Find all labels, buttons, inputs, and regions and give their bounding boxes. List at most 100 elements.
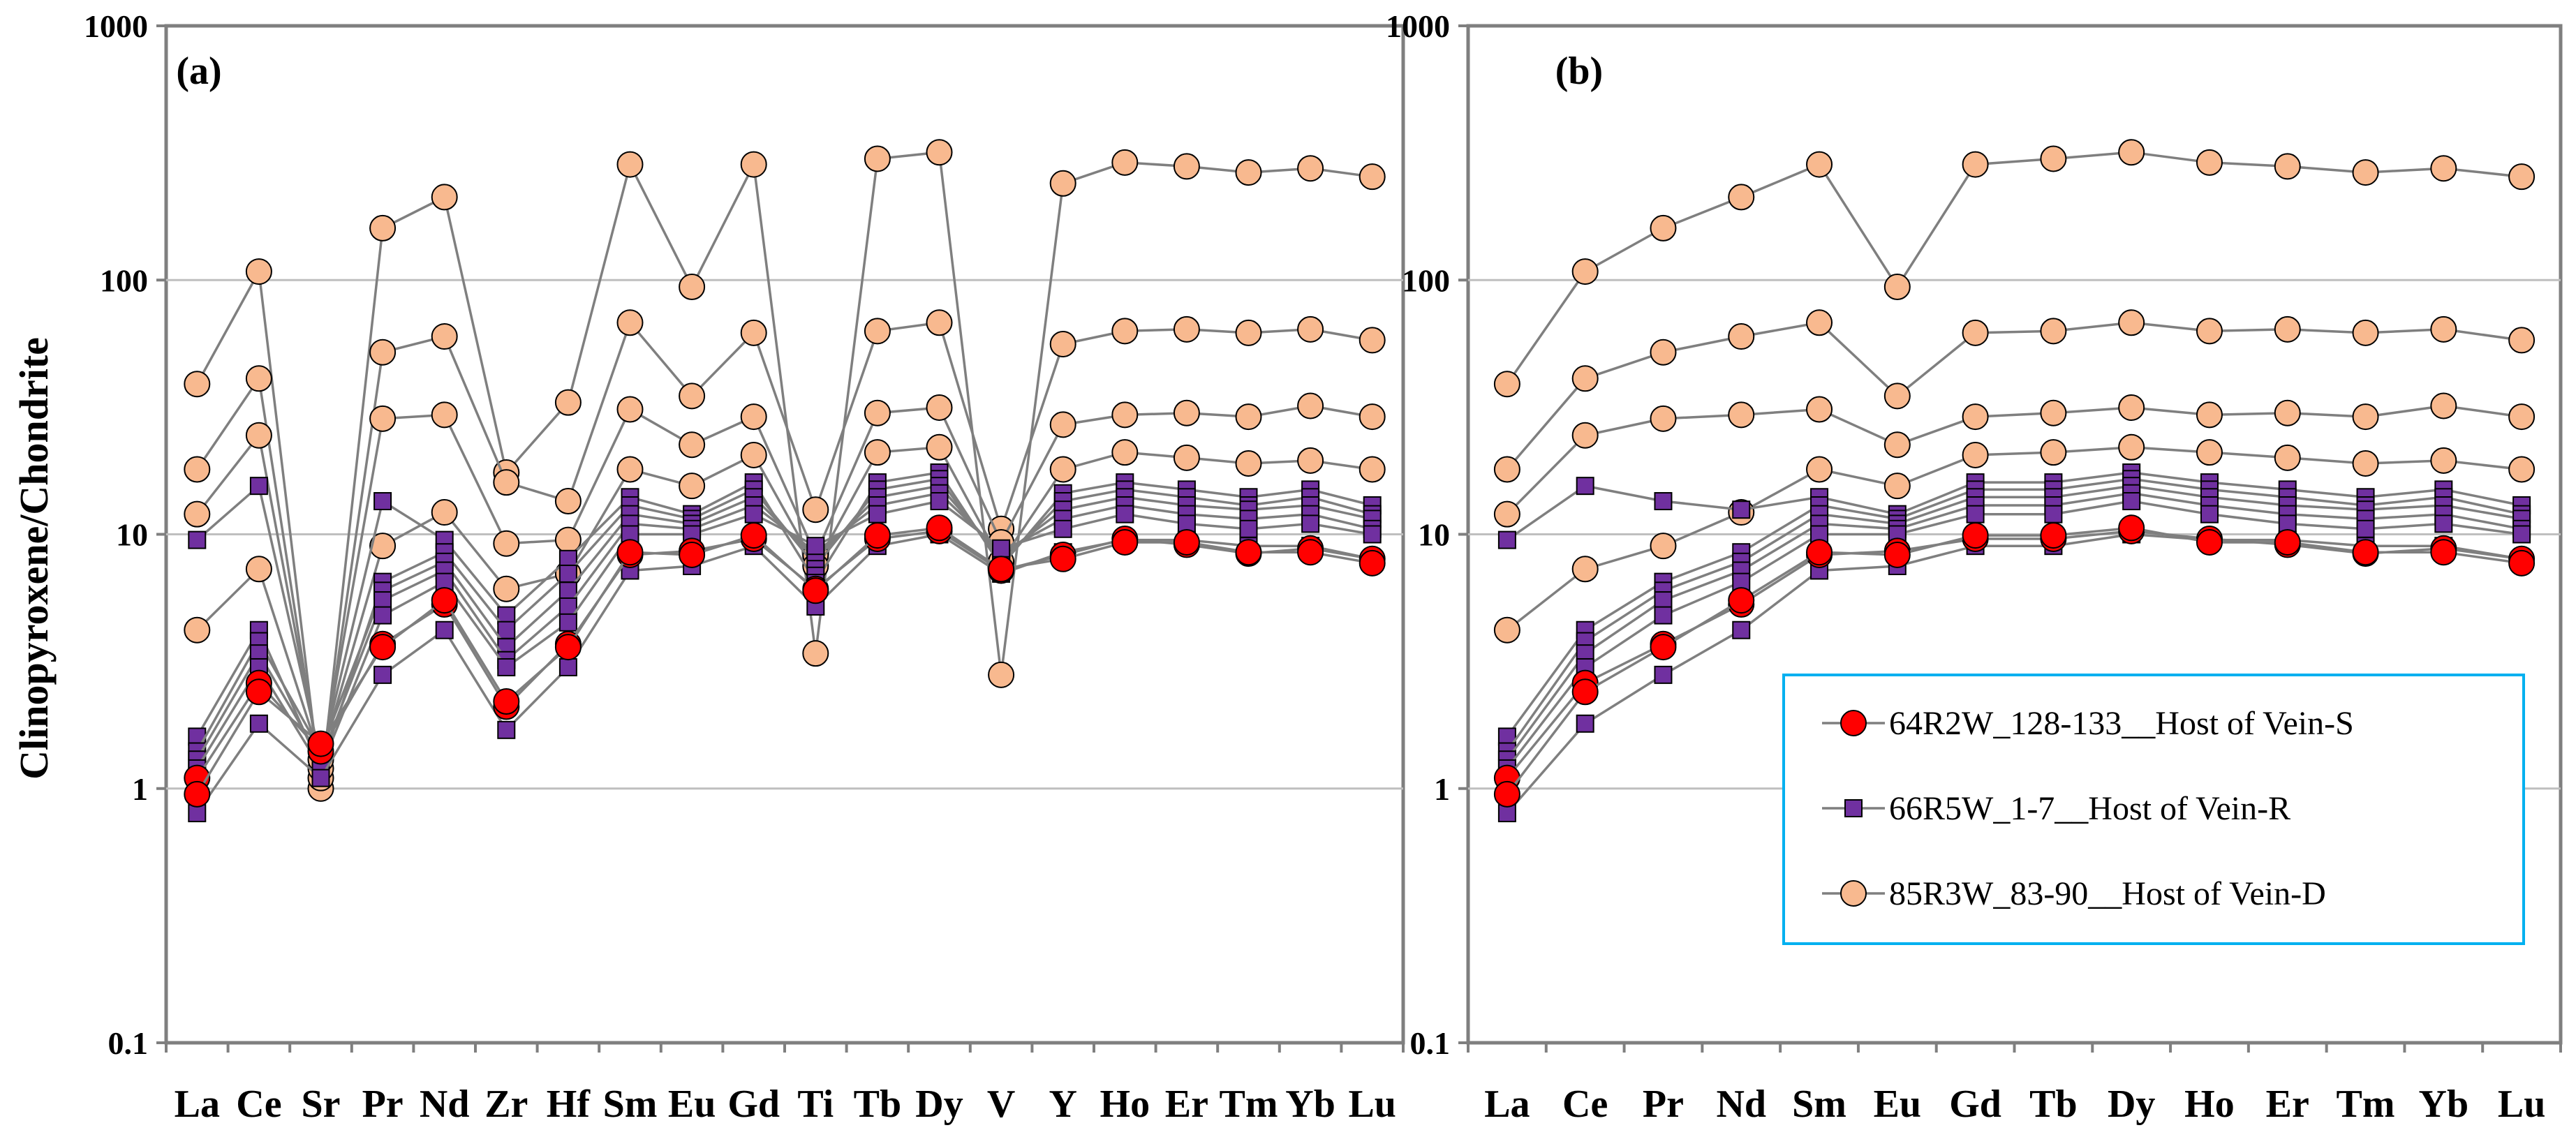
data-point bbox=[740, 522, 767, 549]
data-point bbox=[369, 533, 397, 560]
x-tick-label: Pr bbox=[1643, 1083, 1684, 1126]
data-point bbox=[1728, 401, 1755, 429]
x-tick-label: Ti bbox=[797, 1083, 834, 1126]
x-tick-label: Ho bbox=[1100, 1083, 1150, 1126]
data-point bbox=[1576, 477, 1594, 496]
data-point bbox=[2430, 447, 2457, 474]
data-point bbox=[1297, 447, 1324, 474]
data-point bbox=[558, 581, 577, 600]
series bbox=[184, 392, 1386, 782]
data-point bbox=[2352, 319, 2379, 346]
data-point bbox=[1497, 530, 1516, 549]
data-point bbox=[616, 151, 644, 178]
series bbox=[1497, 492, 2531, 778]
data-point bbox=[1571, 365, 1599, 392]
series bbox=[188, 492, 1382, 778]
data-point bbox=[864, 399, 891, 426]
x-tick-label: Eu bbox=[668, 1083, 716, 1126]
data-point bbox=[1728, 587, 1755, 614]
data-point bbox=[1116, 505, 1134, 523]
data-point bbox=[1571, 678, 1599, 706]
data-point bbox=[740, 151, 767, 178]
data-point bbox=[1806, 309, 1833, 336]
data-point bbox=[806, 537, 825, 556]
data-point bbox=[2196, 528, 2223, 556]
data-point bbox=[369, 405, 397, 432]
data-point bbox=[2356, 519, 2375, 538]
x-tick-label: Er bbox=[2266, 1083, 2309, 1126]
y-tick-label: 1 bbox=[132, 771, 148, 807]
data-point bbox=[497, 620, 516, 639]
data-point bbox=[184, 616, 211, 644]
data-point bbox=[373, 492, 392, 511]
x-tick-label: Gd bbox=[1949, 1083, 2001, 1126]
series-line bbox=[1506, 500, 2522, 769]
x-tick-label: Sr bbox=[302, 1083, 341, 1126]
data-point bbox=[245, 258, 272, 285]
data-point bbox=[1883, 541, 1911, 568]
y-tick-label: 1 bbox=[1434, 771, 1450, 807]
data-point bbox=[558, 657, 577, 676]
data-point bbox=[2274, 399, 2301, 426]
data-point bbox=[2040, 145, 2067, 172]
data-point bbox=[1173, 444, 1200, 471]
x-tick-label: La bbox=[1484, 1083, 1530, 1126]
data-point bbox=[1654, 591, 1673, 610]
x-tick-label: Sm bbox=[1792, 1083, 1846, 1126]
data-point bbox=[2196, 439, 2223, 466]
data-point bbox=[2122, 492, 2141, 511]
data-point bbox=[802, 496, 829, 523]
data-point bbox=[740, 403, 767, 431]
data-point bbox=[1173, 315, 1200, 343]
data-point bbox=[1883, 274, 1911, 301]
data-point bbox=[1571, 258, 1599, 285]
data-point bbox=[1359, 549, 1386, 577]
data-point bbox=[1806, 456, 1833, 483]
data-point bbox=[1049, 545, 1076, 572]
data-point bbox=[1493, 456, 1520, 483]
series bbox=[1493, 433, 2536, 644]
data-point bbox=[2118, 139, 2145, 166]
series bbox=[1493, 139, 2536, 398]
data-point bbox=[1493, 616, 1520, 644]
data-point bbox=[431, 323, 458, 350]
data-point bbox=[245, 365, 272, 392]
data-point bbox=[1297, 392, 1324, 419]
data-point bbox=[1571, 422, 1599, 449]
data-point bbox=[2352, 449, 2379, 477]
data-point bbox=[1239, 519, 1258, 538]
data-point bbox=[1962, 151, 1989, 178]
data-point bbox=[493, 688, 520, 715]
data-point bbox=[2352, 539, 2379, 566]
data-point bbox=[1962, 441, 1989, 468]
data-point bbox=[369, 634, 397, 661]
data-point bbox=[1049, 411, 1076, 438]
legend-marker bbox=[1840, 880, 1867, 907]
y-axis-label: Clinopyroxene/Chondrite bbox=[11, 337, 57, 780]
data-point bbox=[431, 499, 458, 526]
data-point bbox=[1650, 405, 1677, 432]
data-point bbox=[1297, 155, 1324, 182]
x-tick-label: Nd bbox=[420, 1083, 470, 1126]
x-tick-label: V bbox=[987, 1083, 1015, 1126]
data-point bbox=[1966, 505, 1985, 523]
data-point bbox=[2040, 399, 2067, 426]
data-point bbox=[431, 184, 458, 211]
x-tick-label: Gd bbox=[727, 1083, 780, 1126]
data-point bbox=[1650, 634, 1677, 661]
series bbox=[184, 517, 1386, 792]
x-tick-label: Y bbox=[1049, 1083, 1076, 1126]
data-point bbox=[744, 505, 763, 523]
data-point bbox=[493, 469, 520, 496]
data-point bbox=[1359, 327, 1386, 354]
y-tick-label: 100 bbox=[1402, 262, 1450, 298]
x-tick-label: Dy bbox=[915, 1083, 963, 1126]
data-point bbox=[2040, 522, 2067, 549]
data-point bbox=[2274, 153, 2301, 180]
data-point bbox=[1235, 319, 1262, 346]
data-point bbox=[558, 549, 577, 568]
data-point bbox=[1111, 149, 1139, 176]
data-point bbox=[679, 382, 706, 410]
data-point bbox=[930, 492, 949, 511]
data-point bbox=[369, 214, 397, 241]
